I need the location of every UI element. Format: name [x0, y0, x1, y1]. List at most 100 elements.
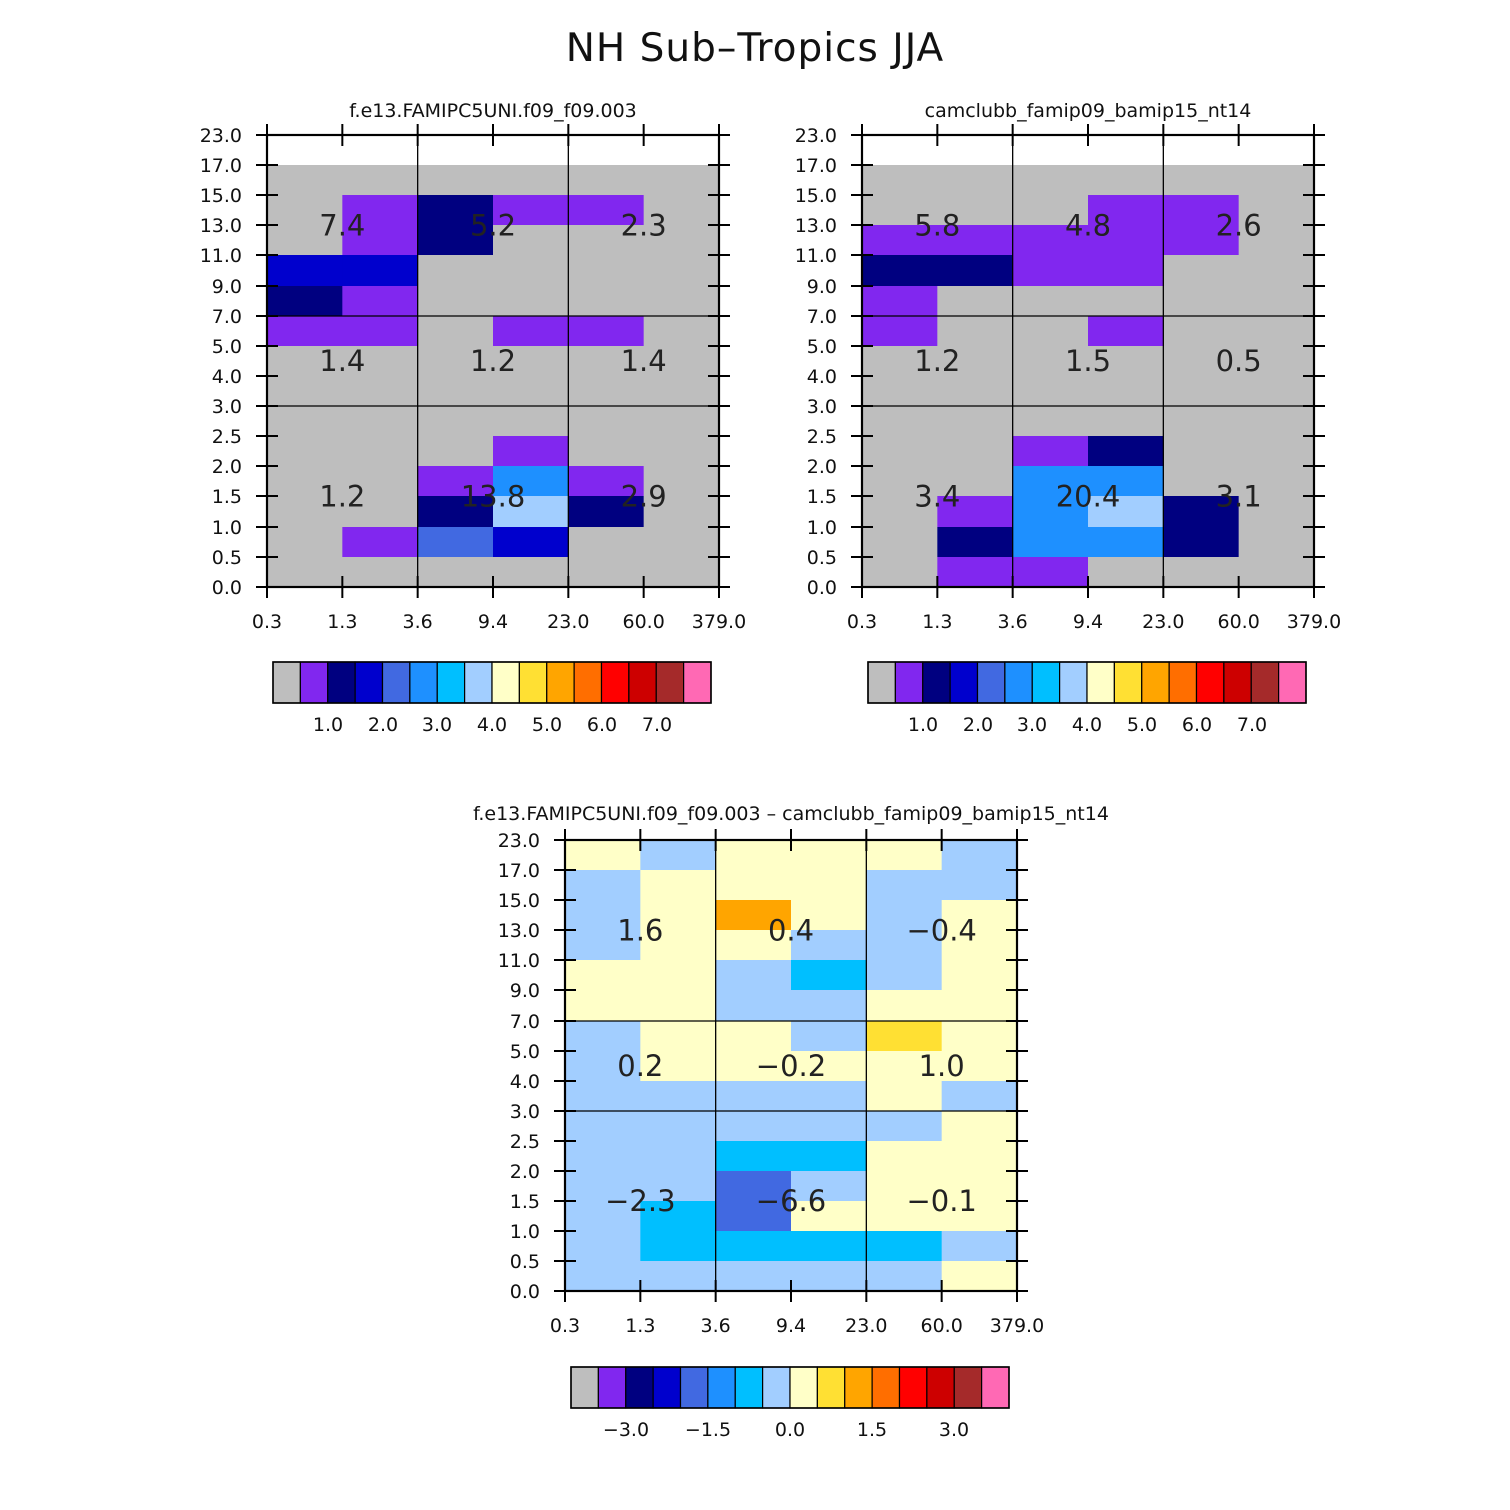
heatmap-cell [791, 930, 867, 961]
y-tick-label: 7.0 [807, 306, 837, 328]
colorbar-swatch [1223, 661, 1252, 704]
heatmap-cell [267, 466, 343, 497]
x-tick-label: 1.3 [625, 1315, 655, 1337]
heatmap-cell [1088, 466, 1164, 497]
colorbar-swatch [597, 1366, 627, 1409]
box-value: 7.4 [319, 209, 365, 243]
heatmap-cell [417, 527, 494, 558]
colorbar-label: −1.5 [685, 1419, 731, 1441]
box-value: 3.1 [1216, 480, 1262, 514]
y-tick-label: 5.0 [807, 336, 837, 358]
heatmap-cell [1163, 346, 1240, 377]
heatmap-cell [643, 466, 720, 497]
heatmap-cell [565, 1171, 641, 1202]
heatmap-cell [493, 496, 569, 528]
heatmap-cell [1163, 557, 1240, 588]
colorbar-swatch [949, 661, 979, 704]
panel-title: f.e13.FAMIPC5UNI.f09_f09.003 – camclubb_… [473, 803, 1109, 825]
heatmap-cell [493, 195, 569, 226]
colorbar-swatch [707, 1366, 736, 1409]
colorbar-swatch [1113, 661, 1143, 704]
heatmap-cell [791, 1081, 867, 1112]
heatmap-cell [937, 406, 1014, 437]
box-value: 0.4 [768, 914, 814, 948]
heatmap-cell [791, 1141, 867, 1172]
panel-title: camclubb_famip09_bamip15_nt14 [925, 100, 1252, 122]
y-tick-label: 0.5 [807, 547, 837, 569]
y-tick-label: 13.0 [795, 215, 837, 237]
heatmap-cell [1238, 165, 1315, 196]
x-tick-label: 3.6 [403, 611, 433, 633]
box-value: 1.2 [319, 480, 365, 514]
heatmap-cell [941, 840, 1018, 871]
heatmap-cell [417, 406, 494, 437]
heatmap-cell [866, 900, 943, 931]
heatmap-cells [862, 165, 1315, 588]
x-tick-label: 9.4 [478, 611, 508, 633]
colorbar-label: 4.0 [1072, 714, 1102, 736]
colorbar: 1.0 2.0 3.0 4.0 5.0 6.0 7.0 [867, 661, 1307, 736]
colorbar-swatch [1031, 661, 1061, 704]
box-value: −2.3 [605, 1184, 675, 1218]
heatmap-cell [791, 1171, 867, 1202]
box-value: 5.2 [470, 209, 516, 243]
heatmap-cell [417, 165, 494, 196]
y-tick-label: 1.0 [510, 1221, 540, 1243]
heatmap-cell [1012, 496, 1089, 528]
box-value: −6.6 [756, 1184, 826, 1218]
colorbar-swatch [1195, 661, 1225, 704]
heatmap-cell [568, 165, 645, 196]
colorbar-swatch [762, 1366, 791, 1409]
heatmap-cell [640, 1081, 717, 1112]
heatmap-cell [1238, 496, 1315, 528]
y-tick-label: 0.0 [510, 1281, 540, 1303]
box-value: 1.0 [919, 1049, 965, 1083]
heatmap-cell [941, 1111, 1018, 1142]
heatmap-cell [1088, 406, 1164, 437]
heatmap-cell [643, 316, 720, 347]
heatmap-cell [791, 990, 867, 1022]
heatmap-cell [267, 286, 343, 317]
heatmap-cell [267, 316, 343, 347]
heatmap-cell [715, 900, 792, 931]
box-value: 3.4 [914, 480, 960, 514]
heatmap-cell [715, 1141, 792, 1172]
box-value: 0.2 [617, 1049, 663, 1083]
heatmap-cell [640, 960, 717, 991]
colorbar-swatch [981, 1366, 1010, 1409]
heatmap-cell [1163, 466, 1240, 497]
heatmap-cell [1238, 316, 1315, 347]
heatmap-cell [493, 165, 569, 196]
heatmap-cell [866, 1171, 943, 1202]
box-value: 1.4 [621, 344, 667, 378]
colorbar-swatch [926, 1366, 955, 1409]
heatmap-cell [1088, 255, 1164, 287]
y-tick-label: 23.0 [795, 125, 837, 147]
heatmap-cell [267, 346, 343, 377]
heatmap-cell [941, 1141, 1018, 1172]
heatmap-cell [715, 930, 792, 961]
y-tick-label: 2.5 [212, 426, 242, 448]
heatmap-cell [791, 840, 867, 871]
heatmap-cell [1238, 195, 1315, 226]
box-value: 5.8 [914, 209, 960, 243]
heatmap-cell [417, 195, 494, 226]
y-tick-label: 2.0 [212, 456, 242, 478]
colorbar-swatch [354, 661, 384, 704]
heatmap-cell [643, 557, 720, 588]
heatmap-cell [493, 527, 569, 558]
box-value: −0.2 [756, 1049, 826, 1083]
x-tick-label: 60.0 [921, 1315, 963, 1337]
heatmap-cell [1163, 286, 1240, 317]
heatmap-cell [1012, 557, 1089, 588]
heatmap-cell [493, 466, 569, 497]
colorbar-label: 5.0 [532, 714, 562, 736]
y-tick-label: 17.0 [795, 155, 837, 177]
heatmap-cell [941, 900, 1018, 931]
y-tick-label: 13.0 [200, 215, 242, 237]
heatmap-cell [862, 466, 938, 497]
heatmap-cell [866, 1111, 943, 1142]
heatmap-cell [1012, 165, 1089, 196]
box-value: 1.4 [319, 344, 365, 378]
